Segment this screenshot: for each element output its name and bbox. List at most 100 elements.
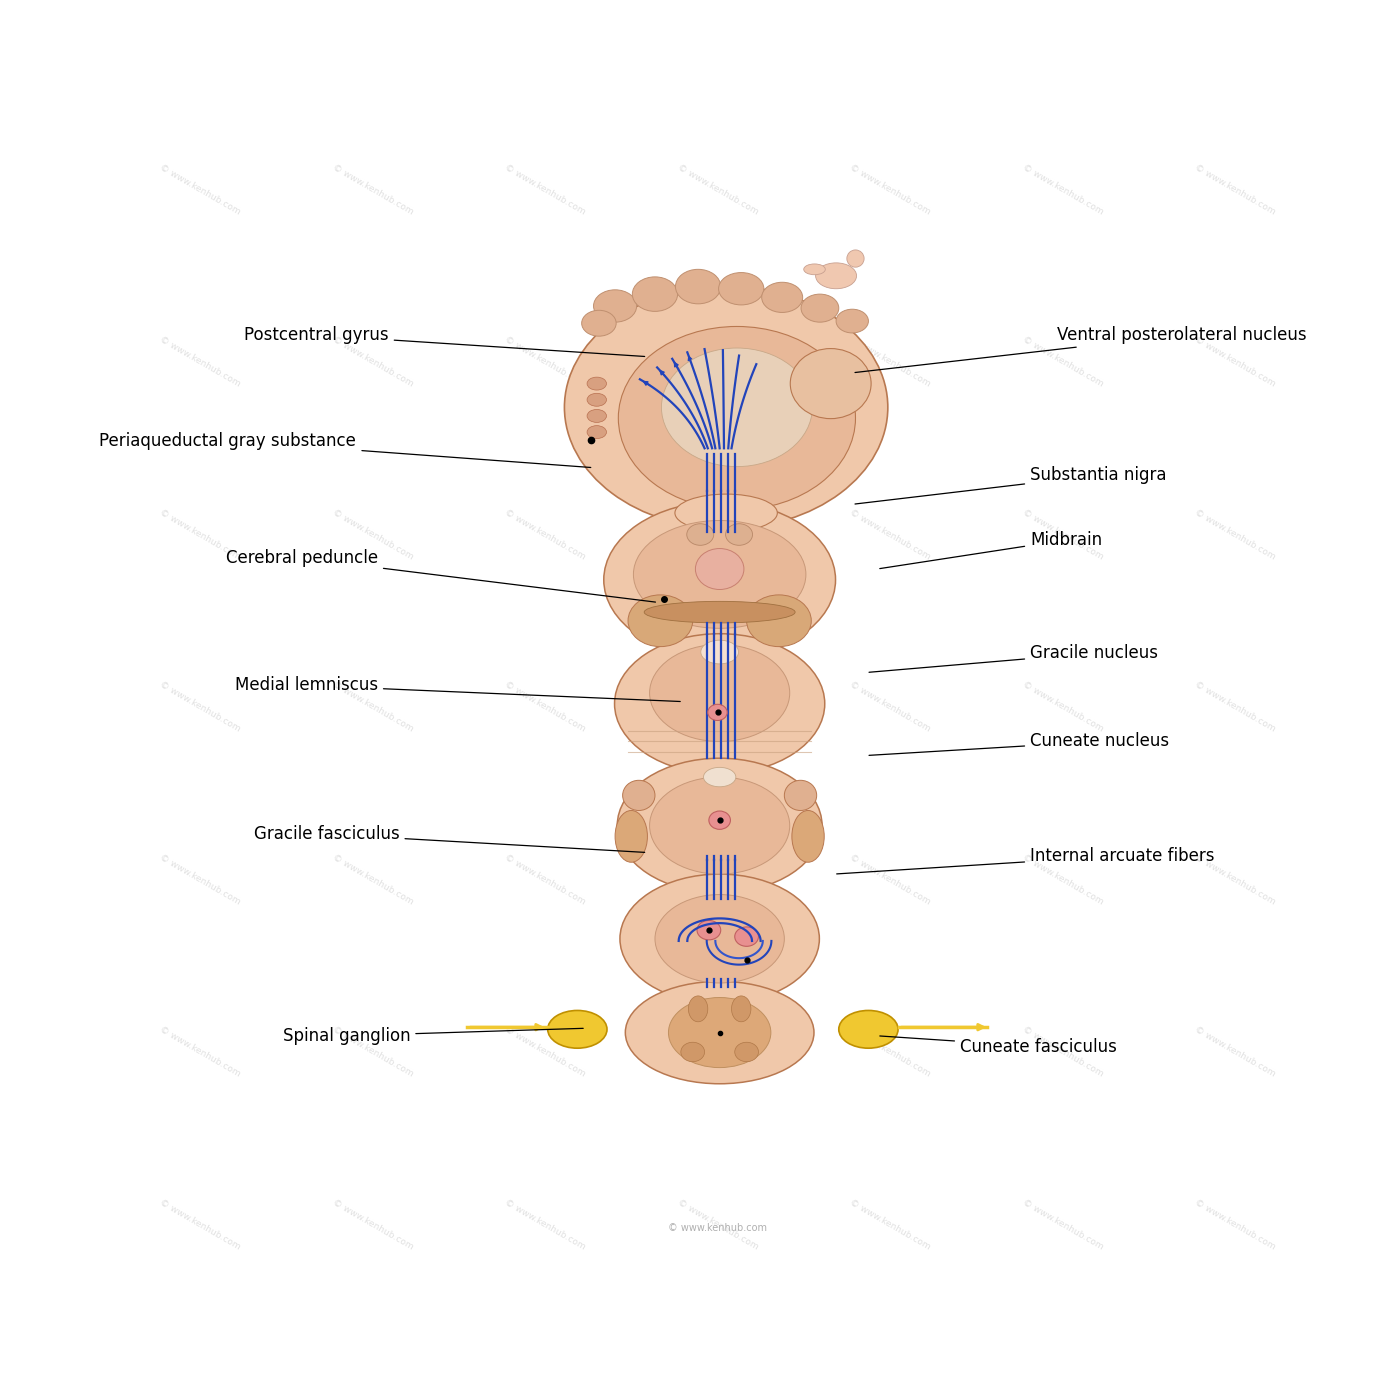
Ellipse shape xyxy=(792,811,825,862)
Ellipse shape xyxy=(687,524,714,546)
Ellipse shape xyxy=(644,602,795,623)
Text: © www.kenhub.com: © www.kenhub.com xyxy=(676,335,759,389)
Ellipse shape xyxy=(703,767,736,787)
Ellipse shape xyxy=(587,393,606,406)
Ellipse shape xyxy=(619,326,855,510)
Text: © www.kenhub.com: © www.kenhub.com xyxy=(330,1025,414,1079)
Text: © www.kenhub.com: © www.kenhub.com xyxy=(1193,162,1277,217)
Ellipse shape xyxy=(626,981,813,1084)
Text: Medial lemniscus: Medial lemniscus xyxy=(235,676,680,701)
Ellipse shape xyxy=(816,263,857,288)
Text: © www.kenhub.com: © www.kenhub.com xyxy=(848,853,932,906)
Text: KEN: KEN xyxy=(1266,1323,1294,1336)
Ellipse shape xyxy=(587,426,606,438)
Ellipse shape xyxy=(655,895,784,983)
Ellipse shape xyxy=(617,759,822,893)
Ellipse shape xyxy=(594,290,637,322)
Text: © www.kenhub.com: © www.kenhub.com xyxy=(848,1197,932,1252)
Ellipse shape xyxy=(689,995,708,1022)
Text: © www.kenhub.com: © www.kenhub.com xyxy=(1193,508,1277,561)
Ellipse shape xyxy=(847,251,864,267)
Ellipse shape xyxy=(564,286,888,529)
Text: © www.kenhub.com: © www.kenhub.com xyxy=(676,1197,759,1252)
Text: Cerebral peduncle: Cerebral peduncle xyxy=(225,549,655,602)
Text: © www.kenhub.com: © www.kenhub.com xyxy=(1193,335,1277,389)
Text: Periaqueductal gray substance: Periaqueductal gray substance xyxy=(99,431,591,468)
Ellipse shape xyxy=(801,294,839,322)
Text: © www.kenhub.com: © www.kenhub.com xyxy=(158,680,242,734)
Text: © www.kenhub.com: © www.kenhub.com xyxy=(503,1025,587,1079)
Text: Cuneate nucleus: Cuneate nucleus xyxy=(869,732,1169,756)
Text: © www.kenhub.com: © www.kenhub.com xyxy=(1193,1025,1277,1079)
Ellipse shape xyxy=(675,494,777,532)
Text: © www.kenhub.com: © www.kenhub.com xyxy=(503,335,587,389)
Ellipse shape xyxy=(633,521,806,629)
Text: © www.kenhub.com: © www.kenhub.com xyxy=(330,1197,414,1252)
Text: © www.kenhub.com: © www.kenhub.com xyxy=(676,680,759,734)
Text: © www.kenhub.com: © www.kenhub.com xyxy=(330,335,414,389)
Text: Gracile nucleus: Gracile nucleus xyxy=(869,644,1158,672)
Text: © www.kenhub.com: © www.kenhub.com xyxy=(1193,1197,1277,1252)
Ellipse shape xyxy=(668,998,771,1068)
Text: © www.kenhub.com: © www.kenhub.com xyxy=(676,508,759,561)
Ellipse shape xyxy=(661,349,812,466)
Text: Cuneate fasciculus: Cuneate fasciculus xyxy=(879,1036,1117,1056)
Ellipse shape xyxy=(718,273,764,305)
Ellipse shape xyxy=(836,309,868,333)
Ellipse shape xyxy=(615,634,825,774)
Ellipse shape xyxy=(735,927,759,946)
Text: © www.kenhub.com: © www.kenhub.com xyxy=(848,680,932,734)
Text: © www.kenhub.com: © www.kenhub.com xyxy=(158,508,242,561)
Text: © www.kenhub.com: © www.kenhub.com xyxy=(1021,335,1105,389)
Ellipse shape xyxy=(735,1042,759,1061)
Ellipse shape xyxy=(696,549,743,589)
Text: © www.kenhub.com: © www.kenhub.com xyxy=(1021,162,1105,217)
Ellipse shape xyxy=(708,704,727,721)
Ellipse shape xyxy=(623,780,655,811)
Ellipse shape xyxy=(629,595,693,647)
Text: © www.kenhub.com: © www.kenhub.com xyxy=(503,162,587,217)
Text: © www.kenhub.com: © www.kenhub.com xyxy=(1021,853,1105,906)
Ellipse shape xyxy=(650,644,790,742)
Ellipse shape xyxy=(615,811,647,862)
Text: © www.kenhub.com: © www.kenhub.com xyxy=(1021,680,1105,734)
Ellipse shape xyxy=(603,501,836,658)
Text: Postcentral gyrus: Postcentral gyrus xyxy=(244,326,644,357)
Text: © www.kenhub.com: © www.kenhub.com xyxy=(503,1197,587,1252)
Text: © www.kenhub.com: © www.kenhub.com xyxy=(158,335,242,389)
Ellipse shape xyxy=(790,349,871,419)
Text: © www.kenhub.com: © www.kenhub.com xyxy=(503,508,587,561)
Ellipse shape xyxy=(804,265,825,274)
Text: © www.kenhub.com: © www.kenhub.com xyxy=(1193,680,1277,734)
Ellipse shape xyxy=(675,269,721,304)
Text: Midbrain: Midbrain xyxy=(879,531,1102,568)
Ellipse shape xyxy=(701,640,739,664)
Ellipse shape xyxy=(650,777,790,874)
Text: © www.kenhub.com: © www.kenhub.com xyxy=(668,1224,767,1233)
Ellipse shape xyxy=(620,874,819,1004)
Ellipse shape xyxy=(587,409,606,423)
Ellipse shape xyxy=(708,811,731,829)
Ellipse shape xyxy=(762,283,802,312)
Ellipse shape xyxy=(697,920,721,939)
Ellipse shape xyxy=(746,595,811,647)
Text: © www.kenhub.com: © www.kenhub.com xyxy=(1021,508,1105,561)
Text: © www.kenhub.com: © www.kenhub.com xyxy=(158,162,242,217)
Ellipse shape xyxy=(587,377,606,391)
Text: © www.kenhub.com: © www.kenhub.com xyxy=(1193,853,1277,906)
Text: © www.kenhub.com: © www.kenhub.com xyxy=(158,1197,242,1252)
Wedge shape xyxy=(662,524,790,594)
Text: © www.kenhub.com: © www.kenhub.com xyxy=(848,1025,932,1079)
Ellipse shape xyxy=(725,524,753,546)
Text: © www.kenhub.com: © www.kenhub.com xyxy=(158,1025,242,1079)
Text: © www.kenhub.com: © www.kenhub.com xyxy=(848,162,932,217)
Text: © www.kenhub.com: © www.kenhub.com xyxy=(330,508,414,561)
Ellipse shape xyxy=(732,995,750,1022)
Text: Gracile fasciculus: Gracile fasciculus xyxy=(253,825,644,853)
Text: © www.kenhub.com: © www.kenhub.com xyxy=(330,853,414,906)
Ellipse shape xyxy=(581,311,616,336)
Text: © www.kenhub.com: © www.kenhub.com xyxy=(1021,1197,1105,1252)
Text: © www.kenhub.com: © www.kenhub.com xyxy=(1021,1025,1105,1079)
Text: © www.kenhub.com: © www.kenhub.com xyxy=(676,853,759,906)
Text: © www.kenhub.com: © www.kenhub.com xyxy=(330,680,414,734)
